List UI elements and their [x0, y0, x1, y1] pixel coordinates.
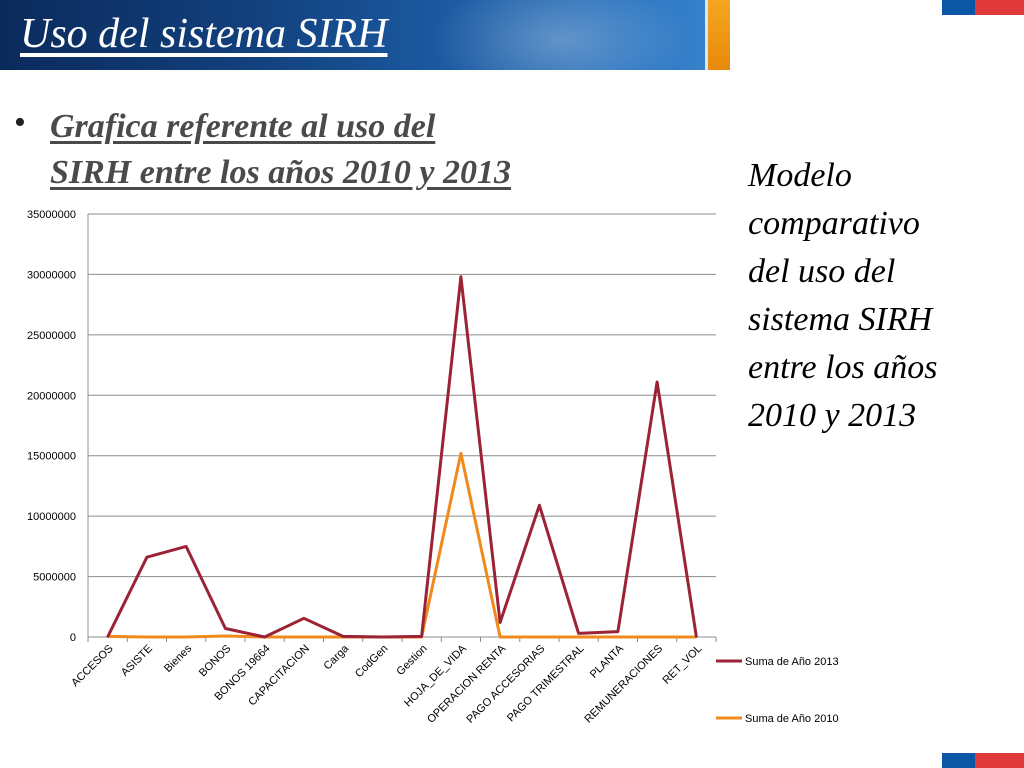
data-point	[695, 636, 698, 638]
y-tick-label: 0	[70, 632, 76, 644]
data-point	[146, 636, 148, 638]
data-point	[577, 636, 580, 638]
side-note-line: del uso del	[748, 253, 896, 290]
data-point	[577, 632, 580, 635]
series-line	[106, 275, 698, 639]
y-tick-label: 5000000	[33, 572, 76, 584]
title-bar-separator	[705, 0, 708, 70]
data-point	[499, 636, 501, 638]
data-point	[303, 617, 305, 620]
data-point	[106, 636, 109, 638]
data-point	[420, 635, 423, 638]
side-note-line: 2010 y 2013	[748, 397, 917, 434]
data-point	[656, 381, 658, 383]
flag-stripe-top	[942, 0, 1024, 15]
data-point	[303, 636, 305, 638]
side-note-line: Modelo	[748, 157, 852, 194]
y-tick-label: 20000000	[27, 390, 76, 402]
data-point	[342, 635, 344, 638]
x-tick-label: REMUNERACIONES	[582, 643, 665, 726]
x-tick-label: RET_VOL	[661, 643, 705, 687]
y-tick-label: 25000000	[27, 330, 76, 342]
y-tick-label: 35000000	[27, 209, 76, 221]
data-point	[185, 545, 187, 548]
data-point	[263, 636, 266, 638]
y-tick-label: 30000000	[27, 269, 76, 281]
legend-label: Suma de Año 2013	[745, 656, 839, 668]
x-tick-label: CodGen	[353, 643, 390, 680]
x-tick-label: ACCESOS	[69, 643, 116, 690]
side-note-line: sistema SIRH	[748, 301, 933, 338]
bullet-text-line-1: Grafica referente al uso del	[50, 108, 436, 145]
side-note: Modelo comparativo del uso del sistema S…	[748, 152, 998, 440]
slide-title: Uso del sistema SIRH	[20, 11, 388, 57]
data-point	[538, 636, 541, 638]
data-point	[224, 627, 227, 630]
bullet-marker: •	[14, 104, 26, 141]
x-tick-label: PAGO TRIMESTRAL	[505, 643, 587, 725]
data-point	[460, 452, 462, 455]
y-tick-label: 10000000	[27, 511, 76, 523]
y-tick-label: 15000000	[27, 451, 76, 463]
data-point	[617, 636, 619, 638]
x-tick-label: ASISTE	[119, 643, 155, 679]
title-bar-shine	[430, 0, 690, 70]
data-point	[499, 621, 501, 624]
bullet-text-line-2: SIRH entre los años 2010 y 2013	[50, 154, 511, 191]
side-note-line: comparativo	[748, 205, 920, 242]
data-point	[146, 556, 148, 559]
data-point	[185, 636, 187, 638]
title-bar: Uso del sistema SIRH	[0, 0, 730, 70]
series-line	[107, 451, 697, 639]
x-tick-label: Gestion	[394, 643, 429, 678]
flag-stripe-bottom	[942, 753, 1024, 768]
bullet-text: Grafica referente al uso del SIRH entre …	[50, 104, 610, 196]
data-point	[381, 636, 384, 638]
legend-label: Suma de Año 2010	[745, 713, 839, 725]
data-point	[460, 276, 462, 278]
data-point	[538, 504, 541, 507]
data-point	[224, 635, 227, 637]
side-note-line: entre los años	[748, 349, 938, 386]
x-tick-label: Carga	[322, 642, 352, 672]
title-bar-accent	[708, 0, 730, 70]
data-point	[656, 636, 658, 638]
data-point	[617, 630, 619, 633]
line-chart: 0 5000000 10000000 15000000 20000000 25000000…	[27, 209, 839, 726]
x-tick-label: PAGO ACCESORIAS	[464, 643, 547, 726]
x-tick-label: OPERACION RENTA	[425, 642, 509, 726]
x-tick-label: Bienes	[162, 642, 195, 675]
x-tick-label: BONOS	[197, 643, 234, 680]
x-tick-label: PLANTA	[588, 642, 627, 681]
